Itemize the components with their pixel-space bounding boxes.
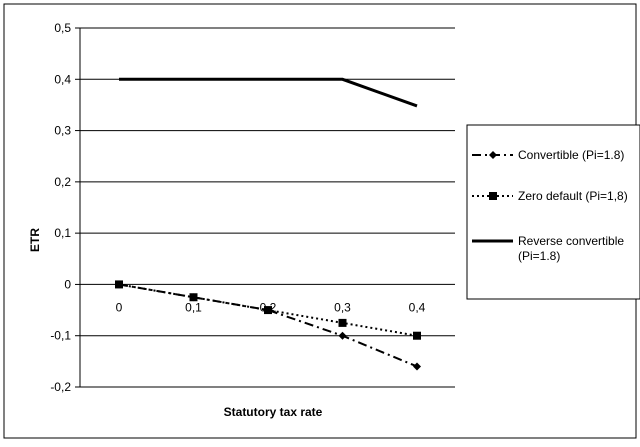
- legend-entry-2: Zero default (Pi=1,8): [472, 189, 628, 203]
- x-axis-ticks: 00,10,20,30,4: [116, 300, 426, 314]
- data-point-square: [338, 318, 347, 327]
- legend-label: (Pi=1.8): [518, 249, 560, 263]
- legend-entry-3: Reverse convertible(Pi=1.8): [472, 234, 624, 263]
- y-tick-label: 0,2: [54, 175, 71, 189]
- legend-entries: Convertible (Pi=1.8) Zero default (Pi=1,8…: [472, 148, 628, 263]
- x-tick-label: 0,3: [334, 300, 351, 314]
- data-point-square: [115, 280, 123, 289]
- y-tick-label: 0,4: [54, 72, 71, 86]
- legend-label: Reverse convertible: [518, 234, 624, 248]
- gridlines: [80, 27, 455, 388]
- legend: Convertible (Pi=1.8) Zero default (Pi=1,8…: [466, 124, 640, 300]
- data-point-square: [413, 331, 421, 340]
- x-tick-label: 0,1: [185, 300, 202, 314]
- legend-label: Convertible (Pi=1.8): [518, 148, 624, 162]
- x-axis-title: Statutory tax rate: [224, 405, 323, 419]
- data-point-diamond: [413, 362, 421, 371]
- data-point-square: [189, 293, 198, 302]
- y-tick-label: -0,2: [50, 380, 71, 394]
- y-tick-label: 0,1: [54, 226, 71, 240]
- y-tick-label: 0,5: [54, 21, 71, 35]
- y-tick-label: 0,3: [54, 124, 71, 138]
- legend-label: Zero default (Pi=1,8): [518, 189, 628, 203]
- y-tick-label: -0,1: [50, 329, 71, 343]
- data-point-square: [489, 192, 497, 200]
- x-tick-label: 0,4: [409, 300, 426, 314]
- legend-entry-1: Convertible (Pi=1.8): [472, 148, 624, 162]
- y-axis-title: ETR: [28, 228, 42, 252]
- data-point-diamond: [338, 331, 347, 340]
- series-layer: [115, 77, 421, 371]
- y-tick-label: 0: [64, 277, 71, 291]
- series-2: [115, 280, 421, 340]
- series-3: [119, 77, 418, 108]
- series-line: [119, 77, 418, 108]
- data-point-square: [264, 306, 272, 315]
- x-tick-label: 0: [116, 300, 123, 314]
- data-point-diamond: [489, 151, 497, 159]
- y-axis-ticks: -0,2 -0,1 0 0,1 0,2 0,3 0,4 0,5: [50, 21, 80, 394]
